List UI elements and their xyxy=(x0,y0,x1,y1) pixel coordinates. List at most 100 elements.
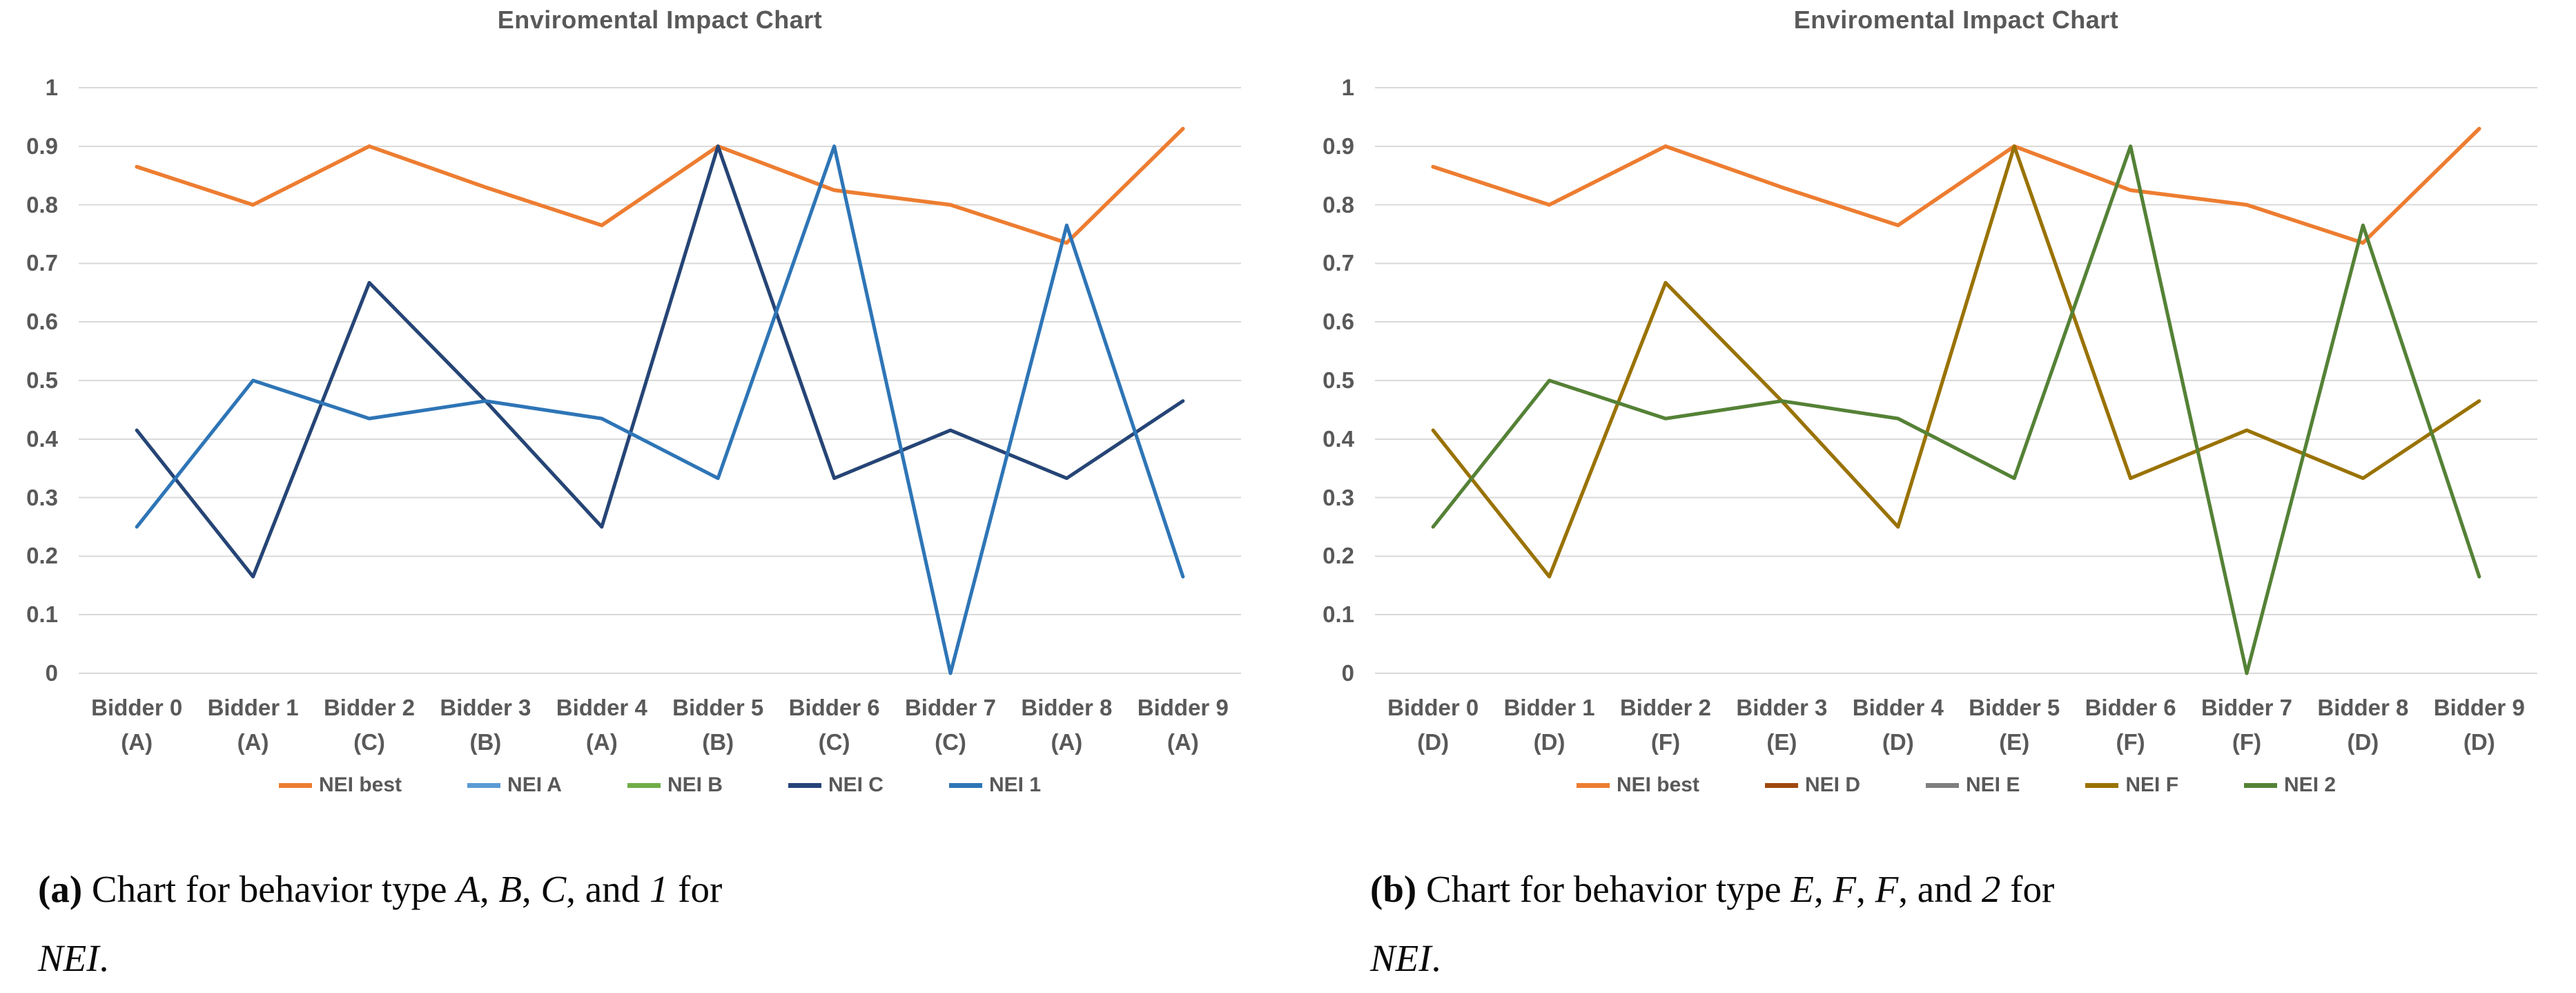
series-line-nei-a xyxy=(135,144,1185,675)
x-tick-line2: (A) xyxy=(1051,729,1083,755)
x-tick-line1: Bidder 6 xyxy=(788,695,880,720)
x-tick-label: Bidder 5 (B) xyxy=(660,691,776,760)
legend-key-icon xyxy=(2244,782,2278,788)
x-tick-label: Bidder 7 (C) xyxy=(892,691,1008,760)
caption-segment: Chart for behavior type xyxy=(82,868,457,910)
x-tick-line1: Bidder 1 xyxy=(1503,695,1595,720)
x-tick-line2: (D) xyxy=(1533,729,1565,755)
y-tick-label: 0.4 xyxy=(1323,425,1354,452)
x-tick-line1: Bidder 3 xyxy=(1736,695,1828,720)
legend-item-nei-best: NEI best xyxy=(1576,773,1699,797)
series-line-nei-best xyxy=(1431,126,2481,245)
y-tick-label: 0.1 xyxy=(26,601,58,628)
legend-label: NEI best xyxy=(1616,773,1699,796)
x-tick-line2: (A) xyxy=(1167,729,1199,755)
y-tick-label: 0.7 xyxy=(26,250,58,276)
legend-label: NEI D xyxy=(1804,773,1860,796)
x-tick-line1: Bidder 5 xyxy=(672,695,764,720)
caption-line: (b) Chart for behavior type E, F, F, and… xyxy=(1370,855,2378,924)
caption-segment: NEI xyxy=(38,937,99,980)
x-tick-label: Bidder 1 (A) xyxy=(195,691,311,760)
legend-key-icon xyxy=(279,782,312,788)
legend-label: NEI F xyxy=(2125,773,2179,796)
legend-item-nei-1: NEI 1 xyxy=(948,773,1041,797)
series-line-nei-2 xyxy=(1431,144,2481,675)
y-tick-label: 0 xyxy=(45,660,58,686)
x-tick-line1: Bidder 7 xyxy=(2201,695,2293,720)
legend-item-nei-best: NEI best xyxy=(279,773,402,797)
x-tick-line1: Bidder 3 xyxy=(440,695,531,720)
legend-key-icon xyxy=(467,782,501,788)
x-tick-line2: (A) xyxy=(121,729,153,755)
caption-segment: . xyxy=(99,937,109,980)
x-tick-line1: Bidder 4 xyxy=(556,695,647,720)
x-tick-line2: (C) xyxy=(818,729,850,755)
x-tick-label: Bidder 3 (E) xyxy=(1724,691,1840,760)
x-tick-label: Bidder 4 (A) xyxy=(544,691,660,760)
y-tick-label: 0.3 xyxy=(26,484,58,510)
caption-segment: Chart for behavior type xyxy=(1416,868,1791,910)
caption-line: NEI. xyxy=(1370,924,2378,993)
y-tick-label: 0.2 xyxy=(1323,543,1354,569)
legend-item-nei-b: NEI B xyxy=(627,773,723,797)
x-tick-label: Bidder 6 (F) xyxy=(2072,691,2188,760)
x-tick-label: Bidder 8 (A) xyxy=(1008,691,1124,760)
y-tick-label: 0.5 xyxy=(1323,367,1354,393)
caption-segment: for xyxy=(2000,868,2055,910)
figure-caption-b: (b) Chart for behavior type E, F, F, and… xyxy=(1370,855,2378,993)
figure-caption-a: (a) Chart for behavior type A, B, C, and… xyxy=(38,855,1046,993)
caption-segment: , xyxy=(1856,868,1875,910)
x-tick-line2: (B) xyxy=(469,729,502,755)
caption-segment: , xyxy=(479,868,499,910)
series-line-nei-d xyxy=(1431,144,2481,579)
legend-key-icon xyxy=(788,782,821,788)
x-tick-line1: Bidder 9 xyxy=(2433,695,2525,720)
y-tick-label: 0.6 xyxy=(1323,309,1354,335)
x-tick-line1: Bidder 2 xyxy=(323,695,416,720)
chart-title: Enviromental Impact Chart xyxy=(1793,6,2119,34)
legend-item-nei-e: NEI E xyxy=(1925,773,2020,797)
legend-label: NEI E xyxy=(1965,773,2020,796)
caption-line: NEI. xyxy=(38,924,1046,993)
x-tick-line2: (E) xyxy=(1999,729,2030,755)
legend-key-icon xyxy=(1764,782,1798,788)
y-tick-label: 0.1 xyxy=(1323,601,1354,628)
caption-segment: , and xyxy=(1898,868,1982,910)
x-tick-line2: (D) xyxy=(2463,729,2495,755)
series-line-nei-b xyxy=(135,144,1185,579)
caption-segment: 1 xyxy=(649,868,669,910)
legend-key-icon xyxy=(1576,782,1610,788)
legend-key-icon xyxy=(1925,782,1959,788)
caption-segment: C xyxy=(540,868,567,910)
caption-segment: (b) xyxy=(1370,868,1417,910)
chart-title: Enviromental Impact Chart xyxy=(497,6,823,34)
y-tick-label: 0.3 xyxy=(1323,484,1354,510)
x-tick-label: Bidder 8 (D) xyxy=(2305,691,2421,760)
caption-segment: F xyxy=(1875,868,1899,910)
caption-segment: . xyxy=(1431,937,1441,980)
x-tick-line1: Bidder 5 xyxy=(1969,695,2060,720)
y-tick-label: 0.4 xyxy=(26,425,58,452)
x-tick-line2: (C) xyxy=(353,729,385,755)
legend-label: NEI B xyxy=(667,773,723,796)
x-tick-line2: (F) xyxy=(2232,729,2262,755)
y-tick-label: 1 xyxy=(1341,75,1354,100)
series-line-nei-1 xyxy=(135,144,1185,675)
x-tick-label: Bidder 0 (A) xyxy=(79,691,195,760)
y-tick-label: 0.8 xyxy=(1323,191,1354,218)
x-tick-line1: Bidder 2 xyxy=(1619,695,1712,720)
x-tick-line1: Bidder 4 xyxy=(1852,695,1944,720)
caption-segment: , xyxy=(1814,868,1833,910)
x-tick-line2: (A) xyxy=(237,729,269,755)
legend-item-nei-a: NEI A xyxy=(467,773,562,797)
legend-key-icon xyxy=(948,782,982,788)
x-tick-label: Bidder 5 (E) xyxy=(1956,691,2072,760)
x-tick-line2: (D) xyxy=(1417,729,1450,755)
caption-segment: , and xyxy=(566,868,650,910)
y-tick-label: 0.5 xyxy=(26,367,58,393)
x-tick-label: Bidder 0 (D) xyxy=(1375,691,1491,760)
y-tick-label: 0 xyxy=(1341,660,1354,686)
y-tick-label: 0.2 xyxy=(26,543,58,569)
x-tick-line1: Bidder 8 xyxy=(1021,695,1113,720)
caption-segment: , xyxy=(522,868,541,910)
